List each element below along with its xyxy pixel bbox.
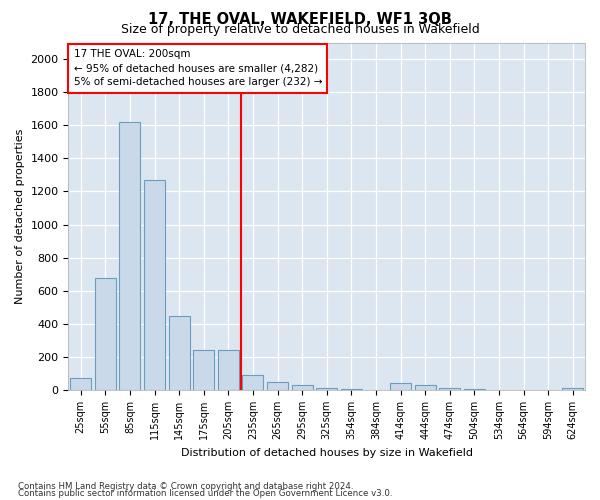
Text: 17, THE OVAL, WAKEFIELD, WF1 3QB: 17, THE OVAL, WAKEFIELD, WF1 3QB xyxy=(148,12,452,28)
X-axis label: Distribution of detached houses by size in Wakefield: Distribution of detached houses by size … xyxy=(181,448,473,458)
Bar xyxy=(95,278,116,390)
Bar xyxy=(439,388,460,390)
Y-axis label: Number of detached properties: Number of detached properties xyxy=(15,128,25,304)
Bar xyxy=(242,375,263,390)
Text: Contains public sector information licensed under the Open Government Licence v3: Contains public sector information licen… xyxy=(18,490,392,498)
Bar xyxy=(119,122,140,390)
Bar xyxy=(70,378,91,390)
Bar xyxy=(267,382,288,390)
Text: Contains HM Land Registry data © Crown copyright and database right 2024.: Contains HM Land Registry data © Crown c… xyxy=(18,482,353,491)
Bar xyxy=(562,388,583,390)
Text: 17 THE OVAL: 200sqm
← 95% of detached houses are smaller (4,282)
5% of semi-deta: 17 THE OVAL: 200sqm ← 95% of detached ho… xyxy=(74,50,322,88)
Bar xyxy=(390,382,411,390)
Bar xyxy=(415,385,436,390)
Bar xyxy=(169,316,190,390)
Bar xyxy=(144,180,165,390)
Text: Size of property relative to detached houses in Wakefield: Size of property relative to detached ho… xyxy=(121,22,479,36)
Bar xyxy=(464,389,485,390)
Bar xyxy=(341,389,362,390)
Bar xyxy=(193,350,214,390)
Bar xyxy=(316,388,337,390)
Bar xyxy=(218,350,239,390)
Bar xyxy=(292,385,313,390)
